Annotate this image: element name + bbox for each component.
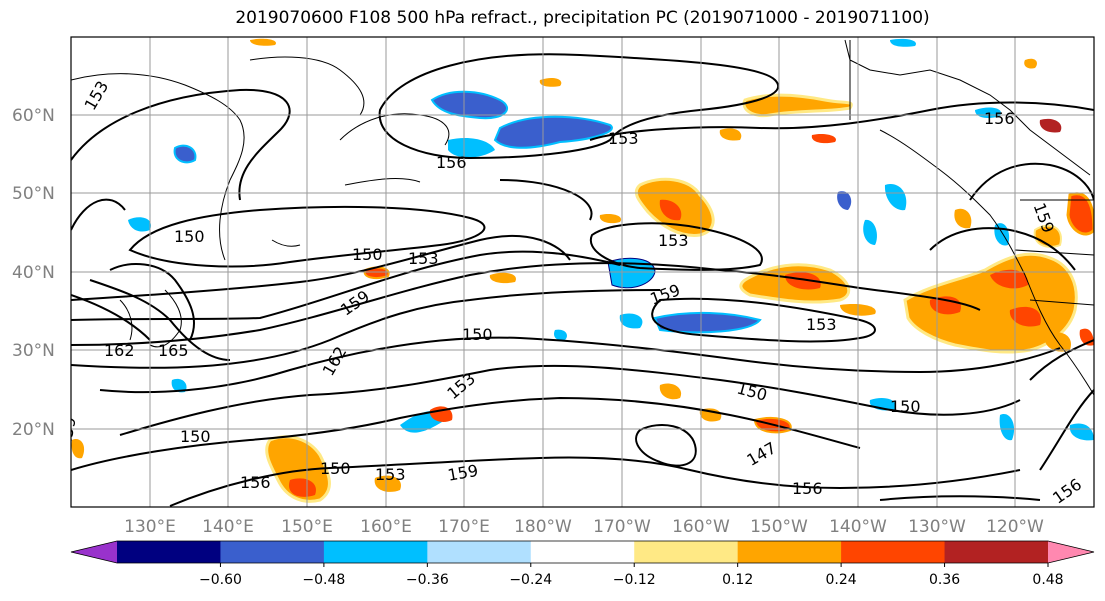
colorbar: −0.60 −0.48 −0.36 −0.24 −0.12 0.12 0.24 0.36 0.4… xyxy=(70,540,1095,588)
refractivity-contours xyxy=(71,53,1094,507)
longitude-label: 180°W xyxy=(514,517,572,537)
longitude-label: 140°W xyxy=(829,517,887,537)
contour-label: 153 xyxy=(806,315,837,334)
colorbar-segment xyxy=(944,541,1049,563)
contour-label: 150 xyxy=(352,245,383,264)
colorbar-segment xyxy=(220,541,325,563)
colorbar-tick-label: 0.36 xyxy=(929,572,960,588)
latitude-label: 20°N xyxy=(12,420,55,440)
colorbar-segment xyxy=(737,541,842,563)
longitude-label: 170°E xyxy=(438,517,490,537)
colorbar-segment xyxy=(841,541,946,563)
colorbar-tick-label: −0.12 xyxy=(613,572,656,588)
longitude-label: 160°E xyxy=(360,517,412,537)
longitude-label: 130°W xyxy=(908,517,966,537)
longitude-label: 160°W xyxy=(672,517,730,537)
contour-label: 159 xyxy=(56,415,80,448)
colorbar-segment xyxy=(530,541,635,563)
colorbar-tick-label: −0.60 xyxy=(199,572,242,588)
contour-label: 156 xyxy=(436,153,467,172)
contour-label: 156 xyxy=(240,473,271,492)
contour-label: 150 xyxy=(320,459,351,478)
precip-positive-shading xyxy=(71,38,1094,503)
longitude-label: 150°W xyxy=(750,517,808,537)
contour-label: 150 xyxy=(462,325,493,344)
colorbar-outline xyxy=(70,540,1095,564)
contour-label: 150 xyxy=(890,397,921,416)
colorbar-segment xyxy=(427,541,532,563)
gridlines xyxy=(71,37,1094,507)
contour-label: 156 xyxy=(984,109,1015,128)
latitude-label: 30°N xyxy=(12,341,55,361)
contour-label: 150 xyxy=(174,227,205,246)
colorbar-tick-label: −0.36 xyxy=(406,572,449,588)
coastlines xyxy=(71,39,1094,396)
colorbar-tick-label: 0.48 xyxy=(1032,572,1063,588)
map-title: 2019070600 F108 500 hPa refract., precip… xyxy=(235,8,930,28)
colorbar-segment xyxy=(117,541,221,563)
contour-label: 153 xyxy=(658,231,689,250)
contour-label: 156 xyxy=(792,479,823,498)
latitude-axis: 60°N 50°N 40°N 30°N 20°N xyxy=(12,106,55,440)
longitude-label: 170°W xyxy=(593,517,651,537)
contour-label: 153 xyxy=(608,129,639,148)
longitude-label: 140°E xyxy=(202,517,254,537)
contour-label: 165 xyxy=(158,341,189,360)
latitude-label: 50°N xyxy=(12,184,55,204)
colorbar-tick-label: 0.12 xyxy=(722,572,753,588)
contour-label: 162 xyxy=(104,341,135,360)
contour-label: 153 xyxy=(408,249,439,268)
latitude-label: 60°N xyxy=(12,106,55,126)
colorbar-segment xyxy=(323,541,428,563)
contour-label: 150 xyxy=(180,427,211,446)
colorbar-tick-label: 0.24 xyxy=(826,572,857,588)
contour-label: 153 xyxy=(375,465,406,484)
colorbar-tick-label: −0.24 xyxy=(509,572,552,588)
longitude-axis: 130°E 140°E 150°E 160°E 170°E 180°W 170°… xyxy=(124,517,1044,537)
map-frame xyxy=(70,36,1095,508)
colorbar-extend-max xyxy=(1048,541,1094,563)
longitude-label: 130°E xyxy=(124,517,176,537)
latitude-label: 40°N xyxy=(12,263,55,283)
longitude-label: 150°E xyxy=(281,517,333,537)
colorbar-extend-min xyxy=(71,541,117,563)
colorbar-segment xyxy=(634,541,739,563)
colorbar-tick-label: −0.48 xyxy=(302,572,345,588)
longitude-label: 120°W xyxy=(986,517,1044,537)
